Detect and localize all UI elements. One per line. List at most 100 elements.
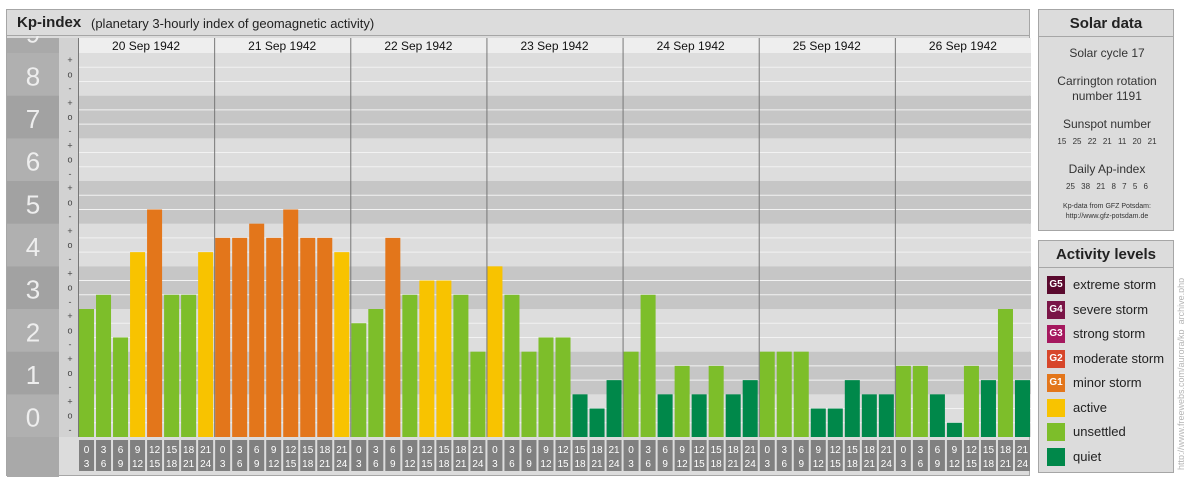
interval-end-label: 6: [237, 459, 243, 470]
legend-color-swatch: G3: [1047, 325, 1065, 343]
interval-start-label: 18: [455, 445, 467, 456]
interval-end-label: 12: [404, 459, 416, 470]
interval-start-label: 18: [864, 445, 876, 456]
data-source-link[interactable]: http://www.gfz-potsdam.de: [1065, 213, 1149, 220]
kp-bar: [589, 408, 605, 437]
kp-bar: [79, 309, 95, 437]
minor-tick-label: -: [69, 126, 72, 136]
minor-tick-label: +: [67, 98, 72, 108]
interval-box: [810, 440, 826, 471]
chart-subtitle: (planetary 3-hourly index of geomagnetic…: [91, 16, 375, 31]
y-axis-band: [7, 351, 59, 395]
interval-end-label: 21: [1000, 459, 1012, 470]
kp-bar: [419, 280, 435, 437]
interval-start-label: 9: [271, 445, 277, 456]
minor-tick-label: +: [67, 226, 72, 236]
kp-bar: [844, 380, 860, 437]
kp-bar: [555, 337, 571, 437]
interval-start-label: 21: [472, 445, 484, 456]
kp-bar: [776, 351, 792, 437]
interval-end-label: 6: [509, 459, 515, 470]
kp-bar: [929, 394, 945, 437]
interval-start-label: 18: [1000, 445, 1012, 456]
interval-end-label: 24: [472, 459, 484, 470]
day-label: 24 Sep 1942: [657, 39, 725, 53]
chart-title: Kp-index: [17, 14, 82, 31]
kp-bar: [487, 266, 503, 437]
interval-start-label: 15: [166, 445, 178, 456]
interval-box: [963, 440, 979, 471]
interval-start-label: 15: [711, 445, 723, 456]
minor-tick-label: +: [67, 354, 72, 364]
interval-box: [113, 440, 129, 471]
date-header-strip: [78, 38, 1031, 53]
activity-levels-heading: Activity levels: [1039, 241, 1173, 268]
interval-end-label: 21: [591, 459, 603, 470]
kp-bar: [623, 351, 639, 437]
interval-box: [572, 440, 588, 471]
interval-start-label: 12: [421, 445, 433, 456]
sunspot-value: 15: [1057, 137, 1067, 146]
interval-end-label: 9: [798, 459, 804, 470]
minor-tick-label: +: [67, 140, 72, 150]
interval-end-label: 15: [285, 459, 297, 470]
legend-color-swatch: [1047, 398, 1065, 417]
interval-start-label: 9: [135, 445, 141, 456]
interval-start-label: 12: [149, 445, 161, 456]
legend-label: minor storm: [1073, 375, 1142, 390]
interval-start-label: 18: [183, 445, 195, 456]
interval-start-label: 0: [356, 445, 362, 456]
kp-band: [78, 138, 1031, 181]
interval-start-label: 12: [285, 445, 297, 456]
interval-end-label: 24: [1017, 459, 1029, 470]
interval-start-label: 0: [764, 445, 770, 456]
kp-band: [78, 181, 1031, 224]
minor-tick-label: -: [69, 254, 72, 264]
day-label: 25 Sep 1942: [793, 39, 861, 53]
kp-bar: [300, 237, 316, 437]
kp-bar: [351, 323, 367, 437]
interval-end-label: 3: [220, 459, 226, 470]
minor-tick-label: o: [67, 411, 72, 421]
ap-value: 38: [1081, 182, 1091, 191]
minor-tick-label: o: [67, 112, 72, 122]
interval-start-label: 6: [798, 445, 804, 456]
legend-label: moderate storm: [1073, 350, 1165, 366]
interval-box: [436, 440, 452, 471]
interval-box: [181, 440, 197, 471]
interval-end-label: 12: [949, 459, 961, 470]
y-tick-label: 4: [26, 232, 40, 262]
interval-start-label: 15: [574, 445, 586, 456]
kp-chart-panel: 0123456789+o-+o-+o-+o-+o-+o-+o-+o-+o-20 …: [6, 9, 1031, 477]
interval-end-label: 15: [149, 459, 161, 470]
kp-bar: [368, 309, 384, 437]
y-tick-label: 6: [26, 147, 40, 177]
interval-start-label: 3: [373, 445, 379, 456]
minor-tick-label: o: [67, 155, 72, 165]
interval-box: [487, 440, 503, 471]
interval-box: [742, 440, 758, 471]
interval-end-label: 12: [540, 459, 552, 470]
interval-end-label: 24: [881, 459, 893, 470]
minor-tick-label: +: [67, 268, 72, 278]
ap-value: 8: [1111, 182, 1116, 191]
solar-data-panel: Solar data Solar cycle 17 Carrington rot…: [1038, 9, 1174, 231]
interval-end-label: 24: [336, 459, 348, 470]
sunspot-value: 22: [1087, 137, 1097, 146]
interval-end-label: 12: [813, 459, 825, 470]
sunspot-value: 21: [1102, 137, 1112, 146]
kp-bar: [181, 294, 197, 437]
kp-bar: [402, 294, 418, 437]
minor-tick-label: +: [67, 55, 72, 65]
interval-end-label: 18: [302, 459, 314, 470]
legend-label: strong storm: [1073, 326, 1146, 341]
interval-end-label: 3: [84, 459, 90, 470]
interval-end-label: 3: [356, 459, 362, 470]
day-label: 20 Sep 1942: [112, 39, 180, 53]
interval-start-label: 18: [319, 445, 331, 456]
kp-bar: [657, 394, 673, 437]
y-axis-band: [7, 138, 59, 181]
day-label: 23 Sep 1942: [520, 39, 588, 53]
interval-box: [419, 440, 435, 471]
source-watermark: http://www.freewebs.com/aurora/kp_archiv…: [1176, 277, 1184, 470]
